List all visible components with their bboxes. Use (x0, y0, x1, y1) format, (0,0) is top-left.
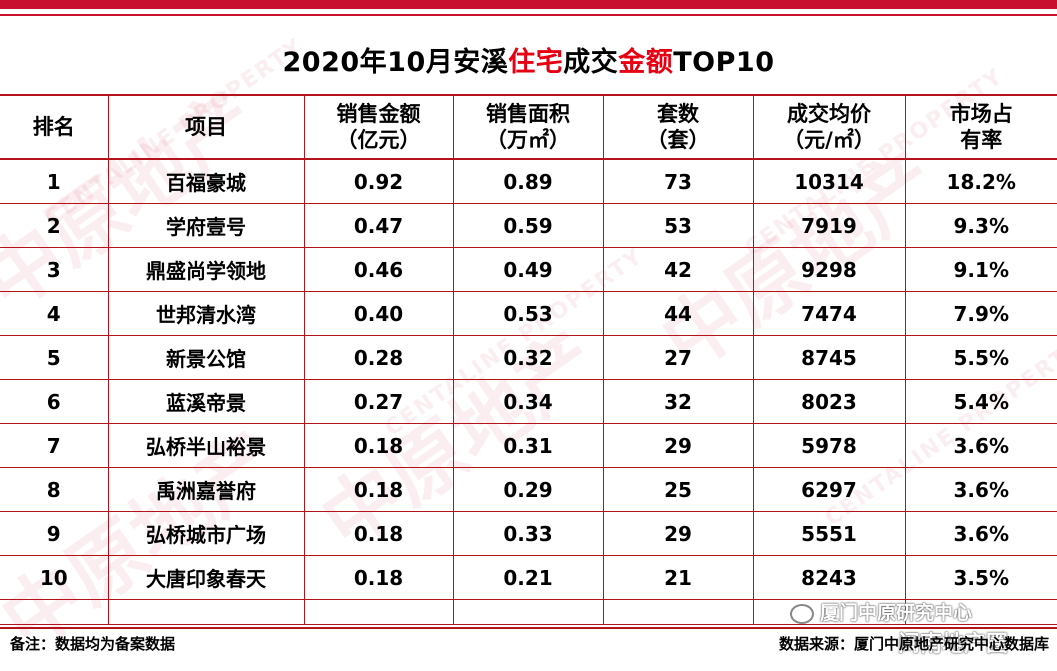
cell-units: 42 (603, 247, 754, 292)
cell-area: 0.32 (453, 335, 604, 380)
cell-rank: 8 (0, 467, 109, 512)
cell-rank: 10 (0, 555, 109, 600)
cell-project: 蓝溪帝景 (108, 379, 305, 424)
table-row: 5 新景公馆 0.28 0.32 27 8745 5.5% (0, 335, 1057, 380)
header-amount: 销售金额 （亿元） (304, 94, 454, 160)
table-row: 8 禹洲嘉誉府 0.18 0.29 25 6297 3.6% (0, 467, 1057, 512)
cell-area: 0.53 (453, 291, 604, 336)
table-row: 1 百福豪城 0.92 0.89 73 10314 18.2% (0, 159, 1057, 204)
header-units: 套数 （套） (603, 94, 754, 160)
account-watermark: 闽南地产圈 (898, 632, 1009, 657)
cell-area: 0.31 (453, 423, 604, 468)
cell-rank: 5 (0, 335, 109, 380)
cell-share: 9.1% (905, 247, 1057, 292)
cell-rank: 3 (0, 247, 109, 292)
cell-price: 6297 (753, 467, 906, 512)
cell-project: 百福豪城 (108, 159, 305, 204)
cell-price: 9298 (753, 247, 906, 292)
page-title: 2020年10月安溪住宅成交金额TOP10 (282, 47, 775, 78)
cell-price: 7919 (753, 203, 906, 248)
cell-units: 21 (603, 555, 754, 600)
cell-project: 世邦清水湾 (108, 291, 305, 336)
cell-area: 0.34 (453, 379, 604, 424)
cell-project: 禹洲嘉誉府 (108, 467, 305, 512)
table-row: 7 弘桥半山裕景 0.18 0.31 29 5978 3.6% (0, 423, 1057, 468)
table-row: 9 弘桥城市广场 0.18 0.33 29 5551 3.6% (0, 511, 1057, 556)
cell-price: 7474 (753, 291, 906, 336)
cell-price: 8023 (753, 379, 906, 424)
cell-share: 3.5% (905, 555, 1057, 600)
cell-rank: 9 (0, 511, 109, 556)
table-row: 2 学府壹号 0.47 0.59 53 7919 9.3% (0, 203, 1057, 248)
cell-amount: 0.47 (304, 203, 454, 248)
top-accent-line (0, 14, 1057, 16)
cell-share: 3.6% (905, 511, 1057, 556)
cell-project: 学府壹号 (108, 203, 305, 248)
wechat-icon (790, 603, 814, 624)
cell-project: 新景公馆 (108, 335, 305, 380)
cell-share: 3.6% (905, 467, 1057, 512)
cell-amount: 0.18 (304, 423, 454, 468)
cell-project: 大唐印象春天 (108, 555, 305, 600)
table-row: 6 蓝溪帝景 0.27 0.34 32 8023 5.4% (0, 379, 1057, 424)
cell-area: 0.89 (453, 159, 604, 204)
empty-row (0, 599, 1057, 625)
cell-area: 0.49 (453, 247, 604, 292)
cell-share: 3.6% (905, 423, 1057, 468)
header-row: 排名 项目 销售金额 （亿元） 销售面积 （万㎡） 套数 （套） 成交均价 （元/㎡） … (0, 94, 1057, 160)
cell-share: 18.2% (905, 159, 1057, 204)
cell-price: 5551 (753, 511, 906, 556)
cell-units: 73 (603, 159, 754, 204)
cell-share: 5.5% (905, 335, 1057, 380)
table-row: 10 大唐印象春天 0.18 0.21 21 8243 3.5% (0, 555, 1057, 600)
cell-price: 5978 (753, 423, 906, 468)
header-share: 市场占 有率 (905, 94, 1057, 160)
cell-amount: 0.27 (304, 379, 454, 424)
cell-units: 53 (603, 203, 754, 248)
header-project: 项目 (108, 94, 305, 160)
cell-price: 10314 (753, 159, 906, 204)
cell-area: 0.21 (453, 555, 604, 600)
header-area: 销售面积 （万㎡） (453, 94, 604, 160)
cell-project: 弘桥半山裕景 (108, 423, 305, 468)
cell-price: 8745 (753, 335, 906, 380)
cell-units: 32 (603, 379, 754, 424)
bottom-divider (0, 627, 1057, 629)
cell-amount: 0.18 (304, 511, 454, 556)
cell-price: 8243 (753, 555, 906, 600)
cell-amount: 0.46 (304, 247, 454, 292)
cell-units: 27 (603, 335, 754, 380)
cell-units: 44 (603, 291, 754, 336)
cell-area: 0.29 (453, 467, 604, 512)
table-row: 4 世邦清水湾 0.40 0.53 44 7474 7.9% (0, 291, 1057, 336)
cell-area: 0.33 (453, 511, 604, 556)
header-price: 成交均价 （元/㎡） (753, 94, 906, 160)
header-rank: 排名 (0, 94, 109, 160)
cell-amount: 0.18 (304, 555, 454, 600)
cell-rank: 4 (0, 291, 109, 336)
cell-project: 鼎盛尚学领地 (108, 247, 305, 292)
cell-amount: 0.92 (304, 159, 454, 204)
ranking-table: 排名 项目 销售金额 （亿元） 销售面积 （万㎡） 套数 （套） 成交均价 （元/㎡） … (0, 94, 1057, 625)
cell-rank: 1 (0, 159, 109, 204)
cell-share: 5.4% (905, 379, 1057, 424)
footer-source: 数据来源：厦门中原地产研究中心数据库 (778, 635, 1049, 653)
table-row: 3 鼎盛尚学领地 0.46 0.49 42 9298 9.1% (0, 247, 1057, 292)
cell-amount: 0.28 (304, 335, 454, 380)
cell-amount: 0.40 (304, 291, 454, 336)
cell-rank: 2 (0, 203, 109, 248)
footer-note: 备注：数据均为备案数据 (10, 635, 176, 653)
cell-rank: 6 (0, 379, 109, 424)
cell-share: 9.3% (905, 203, 1057, 248)
cell-area: 0.59 (453, 203, 604, 248)
cell-share: 7.9% (905, 291, 1057, 336)
cell-project: 弘桥城市广场 (108, 511, 305, 556)
cell-units: 25 (603, 467, 754, 512)
cell-units: 29 (603, 423, 754, 468)
cell-amount: 0.18 (304, 467, 454, 512)
cell-units: 29 (603, 511, 754, 556)
cell-rank: 7 (0, 423, 109, 468)
wechat-badge: 厦门中原研究中心 (790, 598, 972, 625)
top-accent-bar (0, 0, 1057, 9)
